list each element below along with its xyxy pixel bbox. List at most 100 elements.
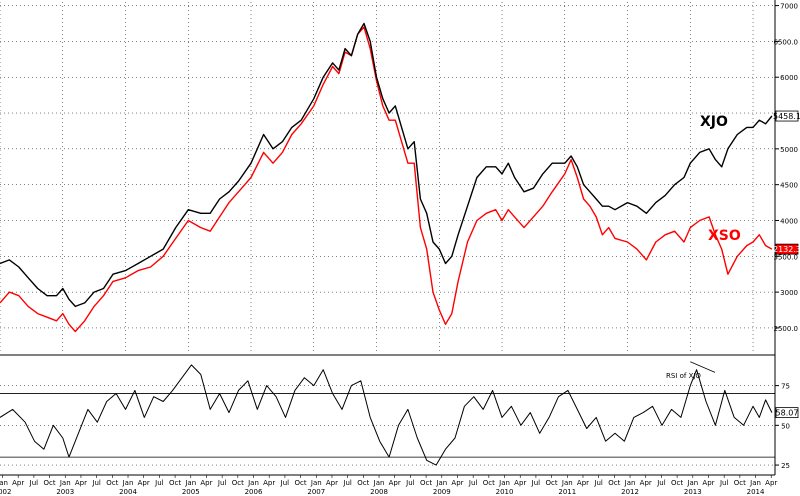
year-tick-label: 2013: [684, 488, 702, 496]
month-tick-label: Jan: [310, 479, 322, 487]
price-tick-label: 5000: [780, 146, 798, 154]
month-tick-label: Oct: [734, 479, 746, 487]
price-y-axis: 70006500.0600055005000450040003500.03000…: [774, 3, 799, 333]
rsi-annotation: RSI of XJO: [666, 372, 701, 380]
price-panel-bg: [0, 0, 775, 355]
month-tick-label: Jan: [749, 479, 761, 487]
month-tick-label: Oct: [232, 479, 244, 487]
month-tick-label: Jul: [91, 479, 101, 487]
year-tick-label: 2002: [0, 488, 11, 496]
xjo-last-value-badge-box: [775, 110, 799, 122]
month-tick-label: Apr: [200, 479, 212, 487]
xso-series-label: XSO: [708, 228, 741, 244]
year-tick-label: 2005: [182, 488, 200, 496]
month-tick-label: Apr: [640, 479, 652, 487]
month-tick-label: Jul: [29, 479, 39, 487]
year-tick-label: 2012: [621, 488, 639, 496]
x-axis: JanAprJulOctJanAprJulOctJanAprJulOctJanA…: [0, 475, 777, 496]
rsi-y-axis: 75 50 25: [775, 383, 790, 470]
month-tick-label: Oct: [420, 479, 432, 487]
price-tick-label: 6500.0: [774, 38, 799, 46]
month-tick-label: Jan: [435, 479, 447, 487]
price-tick-label: 3500.0: [774, 253, 799, 261]
year-tick-label: 2009: [433, 488, 451, 496]
xjo-last-value-badge-text: 5458.1: [773, 112, 800, 121]
xjo-line: [0, 22, 773, 308]
month-tick-label: Jul: [154, 479, 164, 487]
month-tick-label: Oct: [357, 479, 369, 487]
month-tick-label: Jan: [0, 479, 8, 487]
year-tick-label: 2011: [558, 488, 576, 496]
year-tick-label: 2007: [307, 488, 325, 496]
month-tick-label: Apr: [577, 479, 589, 487]
month-tick-label: Jul: [342, 479, 352, 487]
month-tick-label: Jul: [280, 479, 290, 487]
month-tick-label: Apr: [138, 479, 150, 487]
month-tick-label: Jul: [593, 479, 603, 487]
month-tick-label: Jul: [468, 479, 478, 487]
last-value-badges: 5458.1 2132.3 58.07: [773, 110, 800, 419]
rsi-tick-label: 25: [781, 462, 790, 470]
price-series: [0, 22, 773, 333]
month-tick-label: Apr: [389, 479, 401, 487]
rsi-tick-label: 75: [781, 383, 790, 391]
month-tick-label: Jan: [561, 479, 573, 487]
year-tick-label: 2003: [56, 488, 74, 496]
month-tick-label: Oct: [44, 479, 56, 487]
price-gridlines: [0, 2, 775, 353]
month-tick-label: Oct: [169, 479, 181, 487]
rsi-series: [0, 361, 773, 466]
rsi-last-value-badge-text: 58.07: [776, 409, 799, 418]
year-tick-label: 2014: [747, 488, 765, 496]
month-tick-label: Jul: [217, 479, 227, 487]
month-tick-label: Apr: [12, 479, 24, 487]
month-tick-label: Jan: [59, 479, 71, 487]
year-tick-label: 2004: [119, 488, 137, 496]
price-tick-label: 4500: [780, 182, 798, 190]
month-tick-label: Jan: [498, 479, 510, 487]
month-tick-label: Jul: [719, 479, 729, 487]
month-tick-label: Apr: [514, 479, 526, 487]
xjo-last-value-badge: 5458.1: [773, 110, 800, 122]
month-tick-label: Jan: [184, 479, 196, 487]
month-tick-label: Jan: [247, 479, 259, 487]
month-tick-label: Jan: [373, 479, 385, 487]
price-panel: XJO XSO: [0, 0, 775, 355]
month-tick-label: Apr: [451, 479, 463, 487]
month-tick-label: Apr: [702, 479, 714, 487]
price-tick-label: 4000: [780, 217, 798, 225]
month-tick-label: Oct: [483, 479, 495, 487]
rsi-trendline: [690, 361, 716, 373]
month-tick-label: Apr: [75, 479, 87, 487]
price-tick-label: 6000: [780, 74, 798, 82]
month-tick-label: Jul: [531, 479, 541, 487]
month-tick-label: Oct: [106, 479, 118, 487]
month-tick-label: Oct: [546, 479, 558, 487]
rsi-line: [0, 364, 773, 466]
year-tick-label: 2010: [496, 488, 514, 496]
xso-last-value-badge-box: [775, 243, 799, 255]
year-tick-label: 2006: [245, 488, 263, 496]
year-tick-label: 2008: [370, 488, 388, 496]
month-tick-label: Jul: [656, 479, 666, 487]
xso-last-value-badge-text: 2132.3: [773, 245, 800, 254]
price-tick-label: 7000: [780, 3, 798, 11]
month-tick-label: Apr: [326, 479, 338, 487]
price-tick-label: 3000: [780, 289, 798, 297]
month-tick-label: Jan: [686, 479, 698, 487]
month-tick-label: Jul: [405, 479, 415, 487]
month-tick-label: Jan: [624, 479, 636, 487]
month-tick-label: Jan: [122, 479, 134, 487]
month-tick-label: Apr: [263, 479, 275, 487]
rsi-gridlines: [0, 385, 775, 466]
rsi-panel: RSI of XJO: [0, 361, 775, 466]
rsi-last-value-badge-box: [775, 407, 799, 419]
month-tick-label: Oct: [608, 479, 620, 487]
price-tick-label: 2500.0: [774, 325, 799, 333]
xso-line: [0, 26, 773, 333]
xjo-series-label: XJO: [700, 114, 728, 130]
rsi-last-value-badge: 58.07: [775, 407, 799, 419]
month-tick-label: Oct: [671, 479, 683, 487]
rsi-tick-label: 50: [781, 422, 790, 430]
